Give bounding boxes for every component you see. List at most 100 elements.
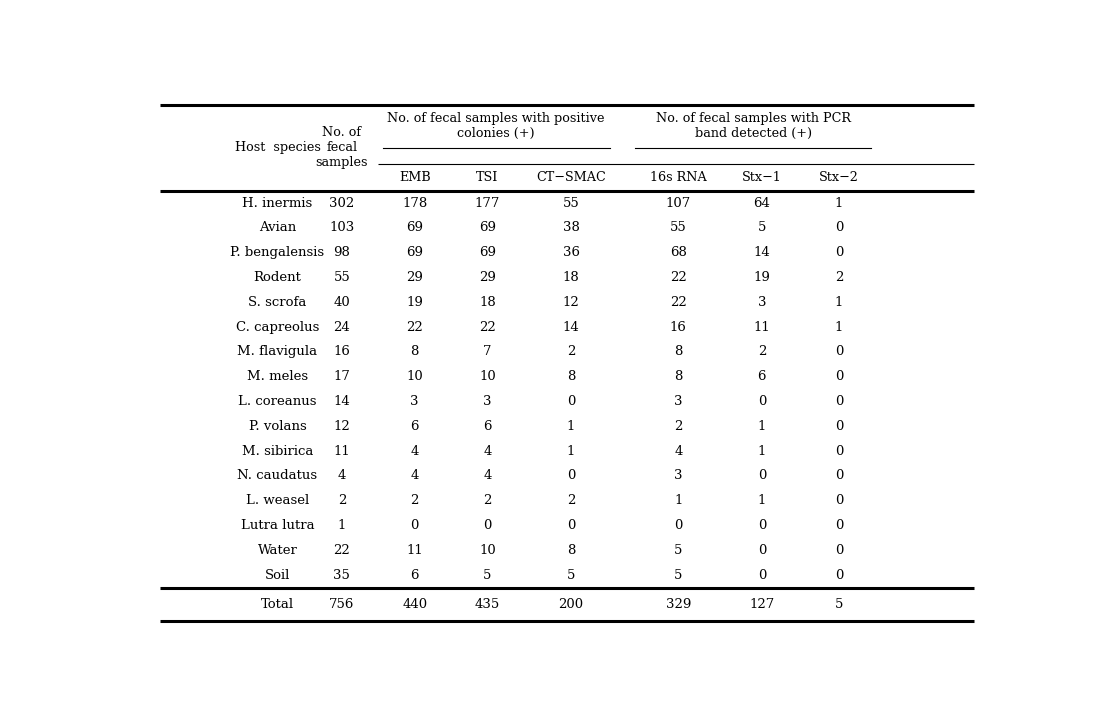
Text: L. weasel: L. weasel <box>246 494 310 508</box>
Text: 0: 0 <box>758 544 766 557</box>
Text: Lutra lutra: Lutra lutra <box>241 519 314 532</box>
Text: Stx−1: Stx−1 <box>742 171 782 184</box>
Text: 5: 5 <box>674 544 682 557</box>
Text: 1: 1 <box>835 321 843 334</box>
Text: Avian: Avian <box>259 221 296 234</box>
Text: 4: 4 <box>674 445 682 458</box>
Text: H. inermis: H. inermis <box>242 197 313 210</box>
Text: 0: 0 <box>835 246 843 259</box>
Text: 103: 103 <box>330 221 354 234</box>
Text: 12: 12 <box>333 420 351 433</box>
Text: 0: 0 <box>758 569 766 581</box>
Text: 10: 10 <box>406 370 424 383</box>
Text: 1: 1 <box>567 445 575 458</box>
Text: 0: 0 <box>835 494 843 508</box>
Text: 19: 19 <box>753 271 770 284</box>
Text: 8: 8 <box>674 370 682 383</box>
Text: 0: 0 <box>567 470 575 483</box>
Text: 4: 4 <box>337 470 346 483</box>
Text: 22: 22 <box>406 321 424 334</box>
Text: 16s RNA: 16s RNA <box>650 171 707 184</box>
Text: 5: 5 <box>483 569 492 581</box>
Text: 22: 22 <box>333 544 351 557</box>
Text: 0: 0 <box>758 470 766 483</box>
Text: CT−SMAC: CT−SMAC <box>536 171 606 184</box>
Text: N. caudatus: N. caudatus <box>238 470 317 483</box>
Text: 29: 29 <box>406 271 424 284</box>
Text: S. scrofa: S. scrofa <box>249 296 306 309</box>
Text: 1: 1 <box>835 296 843 309</box>
Text: 14: 14 <box>333 395 351 408</box>
Text: 18: 18 <box>479 296 495 309</box>
Text: 11: 11 <box>753 321 770 334</box>
Text: 127: 127 <box>749 598 774 611</box>
Text: 55: 55 <box>670 221 687 234</box>
Text: 4: 4 <box>410 445 419 458</box>
Text: 0: 0 <box>835 445 843 458</box>
Text: 0: 0 <box>835 519 843 532</box>
Text: 19: 19 <box>406 296 424 309</box>
Text: 1: 1 <box>835 197 843 210</box>
Text: 3: 3 <box>758 296 766 309</box>
Text: No. of
fecal
samples: No. of fecal samples <box>315 127 368 170</box>
Text: 2: 2 <box>567 494 575 508</box>
Text: 69: 69 <box>479 221 495 234</box>
Text: 0: 0 <box>835 470 843 483</box>
Text: 6: 6 <box>483 420 492 433</box>
Text: 0: 0 <box>835 544 843 557</box>
Text: 4: 4 <box>483 445 492 458</box>
Text: 98: 98 <box>333 246 351 259</box>
Text: 2: 2 <box>674 420 682 433</box>
Text: 1: 1 <box>337 519 346 532</box>
Text: 6: 6 <box>410 569 419 581</box>
Text: 22: 22 <box>670 296 687 309</box>
Text: 0: 0 <box>835 420 843 433</box>
Text: 12: 12 <box>563 296 580 309</box>
Text: 2: 2 <box>567 345 575 359</box>
Text: 11: 11 <box>406 544 424 557</box>
Text: 55: 55 <box>333 271 351 284</box>
Text: 4: 4 <box>410 470 419 483</box>
Text: 0: 0 <box>835 395 843 408</box>
Text: 5: 5 <box>835 598 843 611</box>
Text: 11: 11 <box>333 445 351 458</box>
Text: 69: 69 <box>406 246 424 259</box>
Text: 69: 69 <box>479 246 495 259</box>
Text: No. of fecal samples with positive
colonies (+): No. of fecal samples with positive colon… <box>387 112 605 140</box>
Text: 38: 38 <box>563 221 580 234</box>
Text: No. of fecal samples with PCR
band detected (+): No. of fecal samples with PCR band detec… <box>656 112 851 140</box>
Text: 0: 0 <box>835 221 843 234</box>
Text: 10: 10 <box>479 370 495 383</box>
Text: 36: 36 <box>563 246 580 259</box>
Text: 0: 0 <box>835 569 843 581</box>
Text: 18: 18 <box>563 271 580 284</box>
Text: 2: 2 <box>483 494 492 508</box>
Text: 0: 0 <box>758 519 766 532</box>
Text: 2: 2 <box>410 494 419 508</box>
Text: 0: 0 <box>674 519 682 532</box>
Text: 64: 64 <box>753 197 770 210</box>
Text: Soil: Soil <box>264 569 290 581</box>
Text: 1: 1 <box>758 445 766 458</box>
Text: 200: 200 <box>559 598 584 611</box>
Text: Stx−2: Stx−2 <box>820 171 859 184</box>
Text: 7: 7 <box>483 345 492 359</box>
Text: Water: Water <box>258 544 298 557</box>
Text: 107: 107 <box>666 197 691 210</box>
Text: Total: Total <box>261 598 294 611</box>
Text: 178: 178 <box>403 197 427 210</box>
Text: 14: 14 <box>753 246 770 259</box>
Text: 3: 3 <box>410 395 419 408</box>
Text: M. sibirica: M. sibirica <box>242 445 313 458</box>
Text: TSI: TSI <box>477 171 499 184</box>
Text: 2: 2 <box>337 494 346 508</box>
Text: 1: 1 <box>567 420 575 433</box>
Text: 177: 177 <box>474 197 500 210</box>
Text: 3: 3 <box>483 395 492 408</box>
Text: Rodent: Rodent <box>253 271 302 284</box>
Text: 0: 0 <box>835 345 843 359</box>
Text: 22: 22 <box>479 321 495 334</box>
Text: 22: 22 <box>670 271 687 284</box>
Text: 329: 329 <box>666 598 691 611</box>
Text: 16: 16 <box>670 321 687 334</box>
